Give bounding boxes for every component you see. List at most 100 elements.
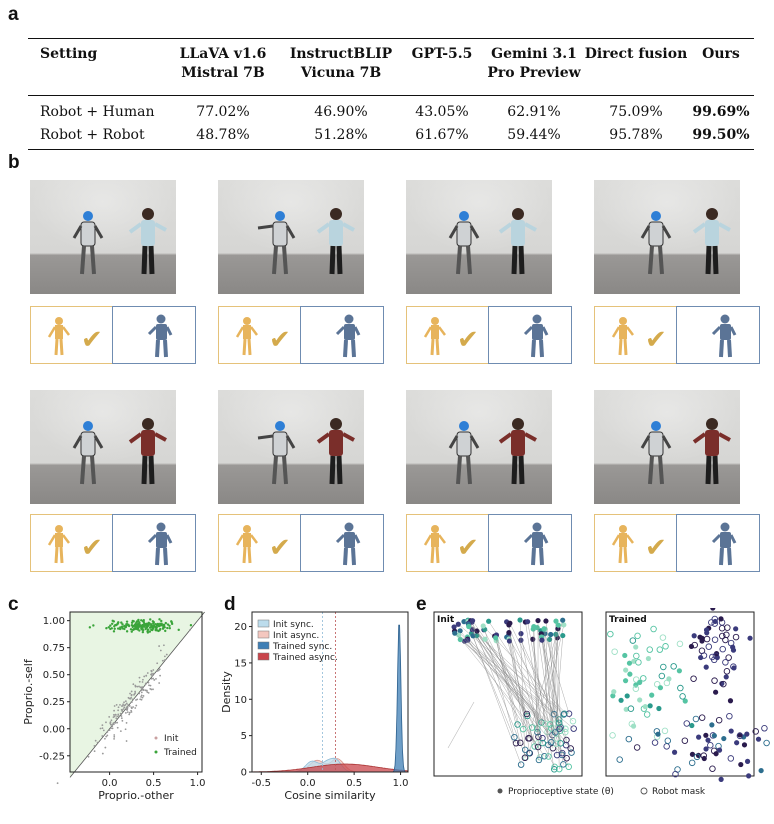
robot-leg — [90, 245, 96, 275]
proprio-point — [457, 628, 463, 634]
proprio-point — [709, 722, 715, 728]
robot-leg — [466, 245, 472, 275]
trained-point — [134, 626, 137, 629]
init-point — [130, 701, 133, 703]
mask-point — [609, 732, 616, 739]
proprio-point — [656, 705, 662, 712]
trained-point — [146, 631, 150, 634]
init-point — [142, 695, 145, 697]
robot-torso — [80, 431, 96, 457]
mask-point — [708, 619, 715, 626]
proprio-point — [474, 628, 480, 634]
mask-point — [705, 643, 713, 650]
proprio-point — [718, 776, 724, 782]
scene-figures — [448, 418, 537, 485]
pair-line — [550, 634, 561, 744]
init-point — [148, 684, 150, 687]
y-tick-label: -0.25 — [39, 751, 65, 762]
human-silhouette-icon — [147, 522, 173, 566]
init-point — [162, 644, 165, 647]
legend-swatch — [257, 630, 270, 639]
legend-trained-label: Trained — [163, 748, 197, 758]
trained-point — [168, 626, 171, 630]
mask-point — [521, 754, 529, 762]
robot-leg — [282, 245, 288, 275]
init-point — [111, 725, 114, 728]
robot-leg — [272, 245, 278, 275]
trained-point — [144, 627, 147, 631]
init-point — [126, 711, 129, 714]
proprio-point — [611, 689, 617, 695]
trained-point — [161, 627, 165, 630]
trained-point — [159, 624, 162, 627]
trained-point — [130, 621, 134, 624]
proprio-point — [688, 643, 695, 650]
init-point — [129, 692, 131, 695]
proprio-point — [738, 761, 744, 768]
mask-point — [607, 630, 614, 638]
robot-silhouette-icon — [235, 525, 258, 564]
proprio-point — [541, 626, 547, 632]
init-point — [159, 649, 162, 652]
mask-point — [557, 740, 564, 747]
mask-point — [552, 729, 559, 736]
proprio-point — [548, 631, 554, 638]
mask-point — [627, 705, 635, 712]
proprio-point — [755, 736, 762, 742]
table-bottom-rule — [28, 149, 754, 150]
mask-point — [556, 765, 563, 773]
init-point — [104, 746, 107, 749]
mask-point — [539, 734, 546, 742]
init-point — [113, 734, 116, 736]
mask-point — [640, 675, 647, 682]
init-point — [116, 715, 119, 718]
mask-point — [711, 636, 719, 643]
mask-point — [651, 739, 659, 746]
init-point — [134, 692, 137, 694]
trained-point — [164, 621, 167, 625]
robot-leg — [90, 455, 96, 485]
proprio-point — [624, 693, 630, 699]
proprio-point — [455, 621, 461, 627]
pair-line — [484, 629, 515, 738]
robot-leg — [80, 245, 86, 275]
init-point — [121, 719, 124, 722]
proprio-point — [728, 728, 734, 734]
trained-point — [151, 620, 155, 623]
trained-point — [92, 624, 95, 627]
init-point — [119, 712, 122, 715]
trained-point — [137, 618, 140, 622]
trained-point — [117, 627, 120, 630]
init-point — [161, 659, 164, 662]
mask-point — [670, 663, 677, 670]
pair-line — [483, 625, 574, 722]
trained-point — [88, 626, 92, 629]
init-point — [145, 674, 148, 677]
init-point — [131, 698, 134, 701]
panel-letter-e: e — [416, 594, 427, 615]
trained-point — [141, 630, 145, 634]
proprio-point — [461, 619, 467, 625]
robot-head — [459, 211, 469, 221]
init-point — [124, 728, 127, 731]
human-head — [512, 208, 524, 220]
robot-torso — [272, 221, 288, 247]
pair-line — [459, 630, 563, 756]
proprio-point — [542, 631, 548, 637]
proprio-point — [713, 689, 719, 695]
proprio-point — [456, 632, 462, 638]
x-tick-label: 0.5 — [346, 778, 362, 789]
human-leg — [511, 455, 518, 485]
pair-line — [555, 635, 564, 733]
init-point — [140, 691, 143, 694]
trained-point — [137, 620, 140, 623]
trained-point — [145, 625, 148, 629]
trained-point — [147, 628, 150, 631]
table-cell-best: 99.50% — [692, 126, 750, 143]
trained-point — [125, 630, 129, 633]
proprio-point — [560, 632, 566, 639]
embedding-panel-e: Init Trained Proprioceptive state (θ) Robot… — [433, 608, 770, 797]
scene-figures — [257, 208, 355, 275]
y-tick-label: 1.00 — [43, 616, 65, 627]
density-chart-d: -0.5 0.0 0.5 1.0 0 5 10 15 20 Cosine similarity De… — [222, 611, 409, 802]
